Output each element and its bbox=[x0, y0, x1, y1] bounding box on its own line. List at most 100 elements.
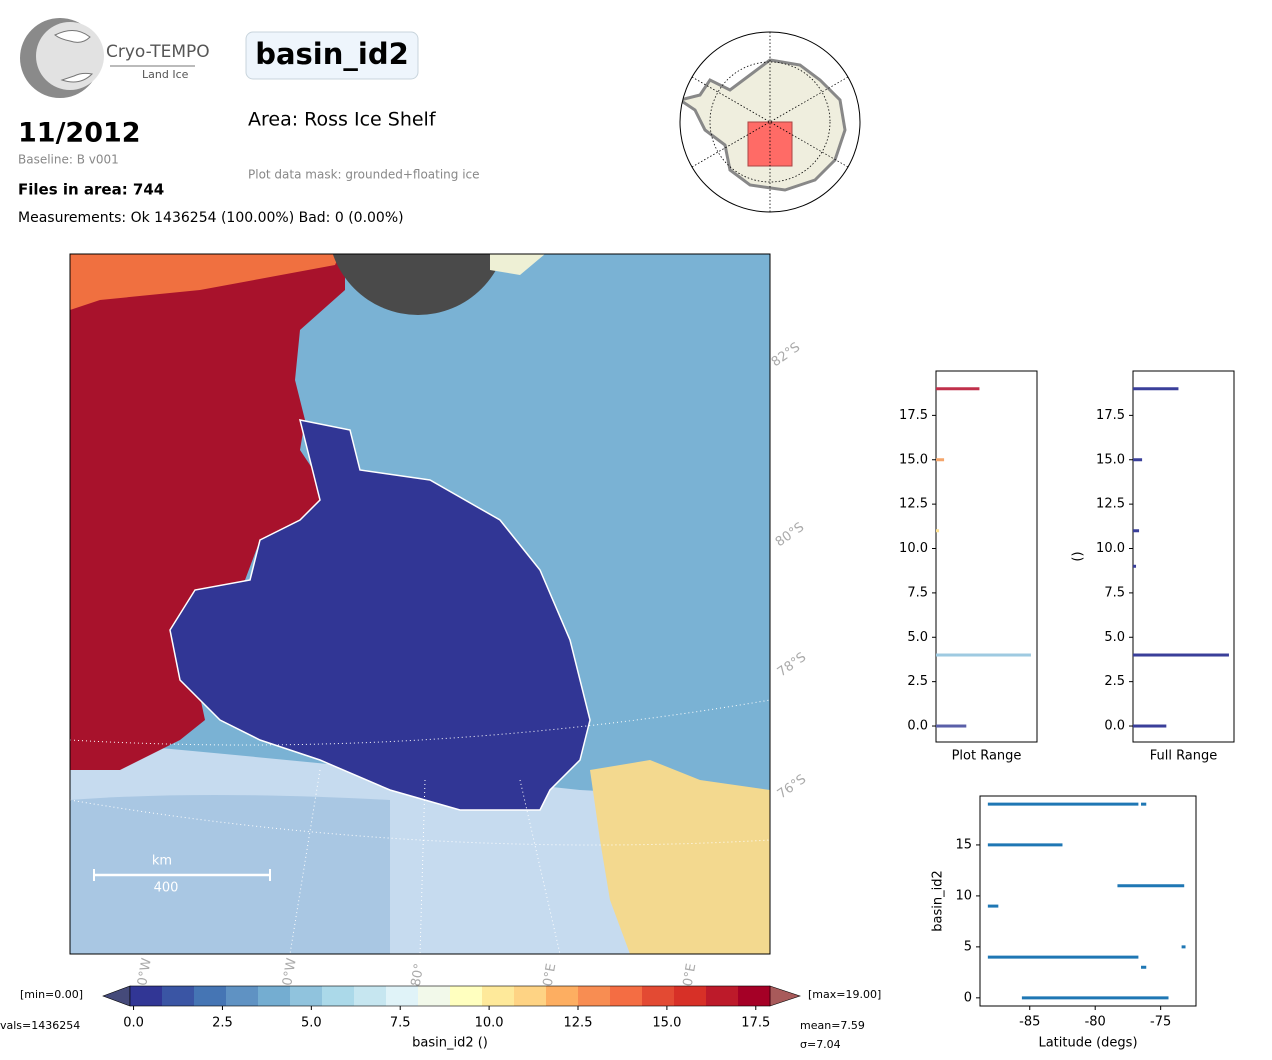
bar bbox=[936, 387, 980, 391]
y-tick-label: 2.5 bbox=[907, 674, 928, 689]
lat-label: 78°S bbox=[775, 650, 809, 680]
colorbar-swatch bbox=[386, 986, 419, 1006]
colorbar-swatch bbox=[258, 986, 291, 1006]
y-axis-label: basin_id2 bbox=[931, 870, 946, 931]
measurements: Measurements: Ok 1436254 (100.00%) Bad: … bbox=[18, 210, 404, 226]
colorbar-label: basin_id2 () bbox=[412, 1036, 488, 1051]
colorbar-swatch bbox=[162, 986, 195, 1006]
colorbar-swatch bbox=[194, 986, 227, 1006]
bar bbox=[936, 724, 967, 728]
bar bbox=[1133, 564, 1137, 568]
y-tick-label: 17.5 bbox=[899, 408, 928, 423]
y-tick-label: 10 bbox=[955, 888, 972, 903]
y-tick-label: 5.0 bbox=[1104, 630, 1125, 645]
colorbar-swatch bbox=[738, 986, 771, 1006]
x-axis-label: Latitude (degs) bbox=[1038, 1036, 1137, 1051]
files: Files in area: 744 bbox=[18, 181, 164, 199]
lon-label: 80° bbox=[409, 962, 428, 987]
y-tick-label: 7.5 bbox=[1104, 585, 1125, 600]
y-axis-label: () bbox=[1071, 551, 1086, 561]
lon-label: 0°E bbox=[681, 962, 700, 987]
x-tick-label: 12.5 bbox=[564, 1016, 593, 1031]
logo-subtitle: Land Ice bbox=[142, 68, 189, 81]
colorbar-swatch bbox=[482, 986, 515, 1006]
lon-label: 0°W bbox=[135, 957, 155, 987]
area: Area: Ross Ice Shelf bbox=[248, 109, 437, 131]
x-axis-label: Plot Range bbox=[952, 749, 1022, 764]
colorbar-under bbox=[102, 985, 131, 1007]
lat-label: 82°S bbox=[769, 340, 803, 370]
max-label: [max=19.00] bbox=[808, 988, 881, 1001]
y-tick-label: 15.0 bbox=[899, 452, 928, 467]
colorbar-swatch bbox=[706, 986, 739, 1006]
axes-frame bbox=[979, 795, 1197, 1007]
bar bbox=[1133, 653, 1229, 657]
x-tick-label: -75 bbox=[1150, 1015, 1171, 1030]
bar bbox=[1133, 529, 1140, 533]
y-tick-label: 10.0 bbox=[899, 541, 928, 556]
colorbar-swatch bbox=[674, 986, 707, 1006]
lat-label: 76°S bbox=[775, 772, 809, 802]
colorbar-swatch bbox=[130, 986, 163, 1006]
inset-globe bbox=[679, 31, 861, 213]
x-tick-label: 15.0 bbox=[652, 1016, 681, 1031]
logo-title: Cryo-TEMPO bbox=[106, 42, 210, 62]
x-tick-label: 17.5 bbox=[741, 1016, 770, 1031]
mean-label: mean=7.59 bbox=[800, 1019, 865, 1032]
bar bbox=[936, 653, 1031, 657]
y-tick-label: 10.0 bbox=[1096, 541, 1125, 556]
map-frame bbox=[69, 253, 771, 955]
axes-frame bbox=[1132, 370, 1235, 743]
scale-unit: km bbox=[152, 854, 172, 869]
count-label: vals=1436254 bbox=[0, 1019, 80, 1032]
title-box bbox=[245, 31, 419, 80]
colorbar-swatch bbox=[642, 986, 675, 1006]
baseline: Baseline: B v001 bbox=[18, 153, 119, 167]
colorbar-swatch bbox=[354, 986, 387, 1006]
bar bbox=[1133, 458, 1143, 462]
bar bbox=[1133, 387, 1179, 391]
y-tick-label: 2.5 bbox=[1104, 674, 1125, 689]
colorbar-swatch bbox=[226, 986, 259, 1006]
lon-label: 0°W bbox=[280, 957, 300, 987]
bar bbox=[936, 458, 945, 462]
x-tick-label: 5.0 bbox=[301, 1016, 322, 1031]
y-tick-label: 17.5 bbox=[1096, 408, 1125, 423]
y-tick-label: 0.0 bbox=[907, 719, 928, 734]
colorbar-swatch bbox=[514, 986, 547, 1006]
date: 11/2012 bbox=[18, 118, 141, 149]
y-tick-label: 15 bbox=[955, 837, 972, 852]
std-label: σ=7.04 bbox=[800, 1038, 841, 1051]
colorbar-frame bbox=[129, 985, 771, 1007]
y-tick-label: 0 bbox=[964, 990, 972, 1005]
colorbar-over bbox=[769, 985, 801, 1007]
y-tick-label: 5.0 bbox=[907, 630, 928, 645]
y-tick-label: 5 bbox=[964, 939, 972, 954]
bar bbox=[1133, 724, 1167, 728]
colorbar-swatch bbox=[450, 986, 483, 1006]
x-tick-label: 10.0 bbox=[475, 1016, 504, 1031]
bar bbox=[936, 529, 940, 533]
x-tick-label: 0.0 bbox=[123, 1016, 144, 1031]
y-tick-label: 12.5 bbox=[899, 497, 928, 512]
parameter-title: basin_id2 bbox=[255, 37, 409, 71]
x-tick-label: -80 bbox=[1085, 1015, 1106, 1030]
y-tick-label: 7.5 bbox=[907, 585, 928, 600]
scale-value: 400 bbox=[154, 881, 179, 896]
colorbar-swatch bbox=[610, 986, 643, 1006]
axes-frame bbox=[935, 370, 1038, 743]
y-tick-label: 15.0 bbox=[1096, 452, 1125, 467]
x-tick-label: 7.5 bbox=[390, 1016, 411, 1031]
colorbar-swatch bbox=[546, 986, 579, 1006]
lat-label: 80°S bbox=[773, 520, 807, 550]
colorbar-swatch bbox=[418, 986, 451, 1006]
x-tick-label: -85 bbox=[1019, 1015, 1040, 1030]
map bbox=[70, 254, 770, 954]
logo bbox=[20, 18, 195, 98]
y-tick-label: 12.5 bbox=[1096, 497, 1125, 512]
lon-label: 0°E bbox=[541, 962, 560, 987]
colorbar-swatch bbox=[322, 986, 355, 1006]
x-axis-label: Full Range bbox=[1150, 749, 1218, 764]
